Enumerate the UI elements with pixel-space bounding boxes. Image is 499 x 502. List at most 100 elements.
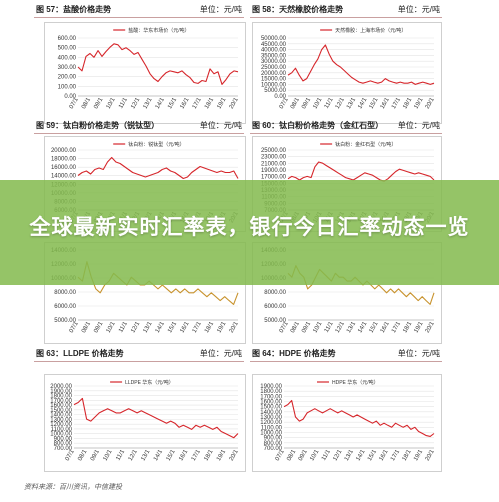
x-tick-label: 15/1	[369, 96, 380, 110]
y-tick-label: 900.00	[54, 436, 73, 442]
chart-header: 图 59：钛白粉价格走势（锐钛型） 单位：元/吨	[34, 120, 244, 134]
x-tick-label: 07/1	[69, 320, 80, 334]
y-tick-label: 20000.00	[51, 148, 77, 154]
x-tick-label: 15/1	[369, 320, 380, 334]
legend-label: LLDPE 华东（元/吨）	[125, 379, 174, 386]
y-tick-label: 1800.00	[50, 394, 72, 400]
y-tick-label: 40000.00	[261, 48, 287, 54]
x-tick-label: 08/1	[290, 320, 301, 334]
y-tick-label: 25000.00	[261, 148, 287, 154]
x-tick-label: 17/1	[192, 96, 203, 110]
x-tick-label: 10/1	[312, 320, 323, 334]
series-line	[73, 397, 239, 439]
series-line	[77, 43, 239, 85]
x-tick-label: 10/1	[103, 448, 114, 462]
x-tick-label: 15/1	[166, 448, 177, 462]
x-tick-label: 09/1	[298, 448, 309, 462]
chart-unit: 单位：元/吨	[199, 349, 242, 358]
y-tick-label: 10000.00	[261, 82, 287, 88]
x-tick-label: 07/1	[275, 448, 286, 462]
chart-c63: 2000.001900.001800.001700.001600.001500.…	[50, 379, 240, 462]
chart-frame	[44, 374, 246, 472]
x-tick-label: 08/1	[286, 448, 297, 462]
series-line	[287, 161, 435, 182]
chart-unit: 单位：元/吨	[397, 349, 440, 358]
chart-unit: 单位：元/吨	[199, 5, 242, 14]
y-tick-label: 1000.00	[260, 431, 282, 437]
x-tick-label: 18/1	[203, 448, 214, 462]
y-tick-label: 17000.00	[261, 175, 287, 181]
x-tick-label: 14/1	[357, 320, 368, 334]
y-tick-label: 16000.00	[51, 165, 77, 171]
x-tick-label: 12/1	[335, 320, 346, 334]
y-tick-label: 1900.00	[260, 384, 282, 390]
series-line	[77, 261, 239, 305]
x-tick-label: 17/1	[192, 320, 203, 334]
y-tick-label: 1800.00	[260, 389, 282, 395]
headline-banner	[0, 180, 499, 285]
x-tick-label: 16/1	[178, 448, 189, 462]
x-tick-label: 14/1	[355, 448, 366, 462]
y-tick-label: 2000.00	[50, 384, 72, 390]
chart-header: 图 64：HDPE 价格走势 单位：元/吨	[250, 348, 442, 362]
x-tick-label: 11/1	[321, 448, 332, 461]
x-tick-label: 12/1	[130, 320, 141, 334]
x-tick-label: 11/1	[115, 448, 126, 461]
x-tick-label: 10/1	[312, 96, 323, 110]
chart-title: 图 58：天然橡胶价格走势	[252, 5, 344, 14]
x-tick-label: 20/1	[229, 448, 240, 462]
x-tick-label: 15/1	[167, 96, 178, 110]
y-tick-label: 500.00	[58, 46, 77, 52]
x-tick-label: 19/1	[216, 448, 227, 462]
chart-title: 图 60：钛白粉价格走势（金红石型）	[252, 121, 384, 130]
x-tick-label: 12/1	[332, 448, 343, 462]
x-tick-label: 12/1	[130, 96, 141, 110]
x-tick-label: 16/1	[379, 448, 390, 462]
x-tick-label: 20/1	[229, 96, 240, 110]
y-tick-label: 800.00	[54, 441, 73, 447]
y-tick-label: 1200.00	[260, 420, 282, 426]
chart-frame	[252, 374, 442, 472]
y-tick-label: 25000.00	[261, 65, 287, 71]
x-tick-label: 09/1	[90, 448, 101, 462]
y-tick-label: 6000.00	[54, 304, 76, 310]
x-tick-label: 16/1	[380, 96, 391, 110]
x-tick-label: 09/1	[93, 320, 104, 334]
x-tick-label: 19/1	[413, 448, 424, 462]
y-tick-label: 14000.00	[51, 174, 77, 180]
y-tick-label: 6000.00	[264, 304, 286, 310]
x-tick-label: 10/1	[106, 96, 117, 110]
chart-unit: 单位：元/吨	[397, 121, 440, 130]
y-tick-label: 5000.00	[264, 88, 286, 94]
x-tick-label: 13/1	[143, 320, 154, 334]
y-tick-label: 23000.00	[261, 155, 287, 161]
source-note: 资料来源：百川资讯，中信建投	[24, 484, 122, 491]
x-tick-label: 11/1	[118, 320, 129, 333]
x-tick-label: 07/1	[65, 448, 76, 462]
y-tick-label: 19000.00	[261, 168, 287, 174]
x-tick-label: 20/1	[229, 320, 240, 334]
x-tick-label: 13/1	[346, 96, 357, 110]
y-tick-label: 15000.00	[261, 77, 287, 83]
x-tick-label: 10/1	[309, 448, 320, 462]
x-tick-label: 13/1	[143, 96, 154, 110]
x-tick-label: 18/1	[402, 320, 413, 334]
chart-panel-57: 图 57：盐酸价格走势 单位：元/吨 600.00 500.00 400.00 300.…	[34, 4, 246, 124]
y-tick-label: 1300.00	[260, 415, 282, 421]
x-tick-label: 19/1	[413, 96, 424, 110]
x-tick-label: 16/1	[380, 320, 391, 334]
y-tick-label: 1300.00	[50, 417, 72, 423]
legend-label: 盐酸：华东市场价（元/吨）	[128, 27, 189, 34]
x-tick-label: 13/1	[346, 320, 357, 334]
chart-header: 图 63：LLDPE 价格走势 单位：元/吨	[34, 348, 244, 362]
y-tick-label: 900.00	[264, 436, 283, 442]
x-tick-label: 18/1	[204, 96, 215, 110]
y-tick-label: 1000.00	[50, 432, 72, 438]
chart-title: 图 64：HDPE 价格走势	[252, 349, 336, 358]
y-tick-label: 5000.00	[54, 318, 76, 324]
y-tick-label: 30000.00	[261, 59, 287, 65]
y-tick-label: 8000.00	[54, 290, 76, 296]
headline-title: 全球最新实时汇率表，银行今日汇率动态一览	[29, 215, 470, 239]
x-tick-label: 17/1	[391, 96, 402, 110]
